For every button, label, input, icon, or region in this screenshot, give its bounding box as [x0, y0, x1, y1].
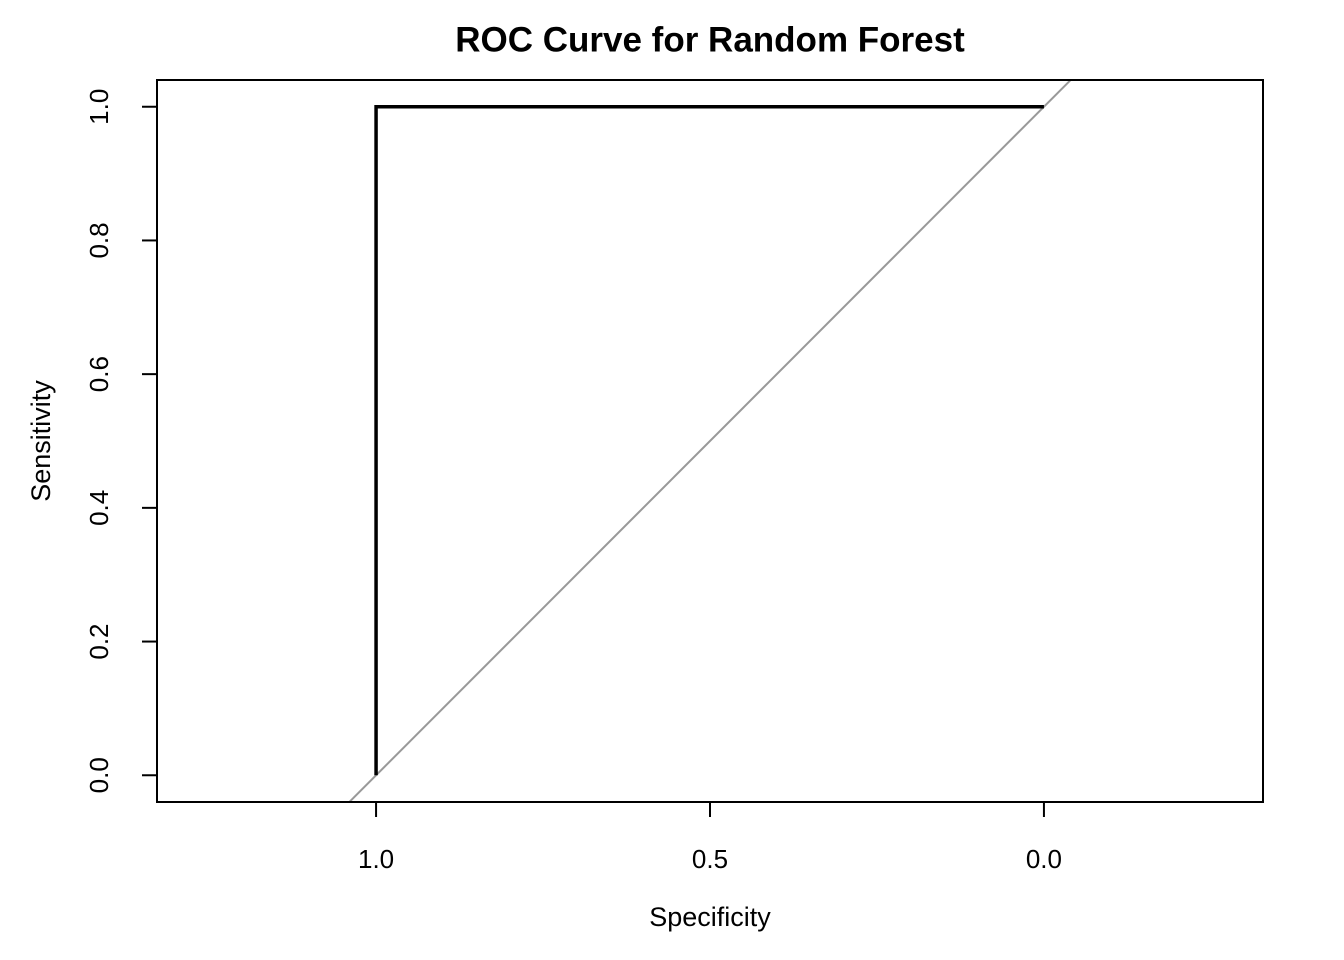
y-axis-label: Sensitivity [26, 380, 56, 502]
y-tick-label: 0.0 [84, 757, 114, 793]
x-tick-label: 0.5 [692, 844, 728, 874]
x-axis-label: Specificity [649, 902, 771, 932]
y-tick-label: 1.0 [84, 89, 114, 125]
y-tick-label: 0.4 [84, 490, 114, 526]
y-tick-label: 0.2 [84, 623, 114, 659]
y-tick-label: 0.6 [84, 356, 114, 392]
x-tick-label: 0.0 [1026, 844, 1062, 874]
reference-diagonal [347, 80, 1073, 802]
y-tick-label: 0.8 [84, 222, 114, 258]
roc-curve [374, 104, 1044, 776]
chart-title: ROC Curve for Random Forest [455, 20, 965, 59]
x-tick-label: 1.0 [358, 844, 394, 874]
